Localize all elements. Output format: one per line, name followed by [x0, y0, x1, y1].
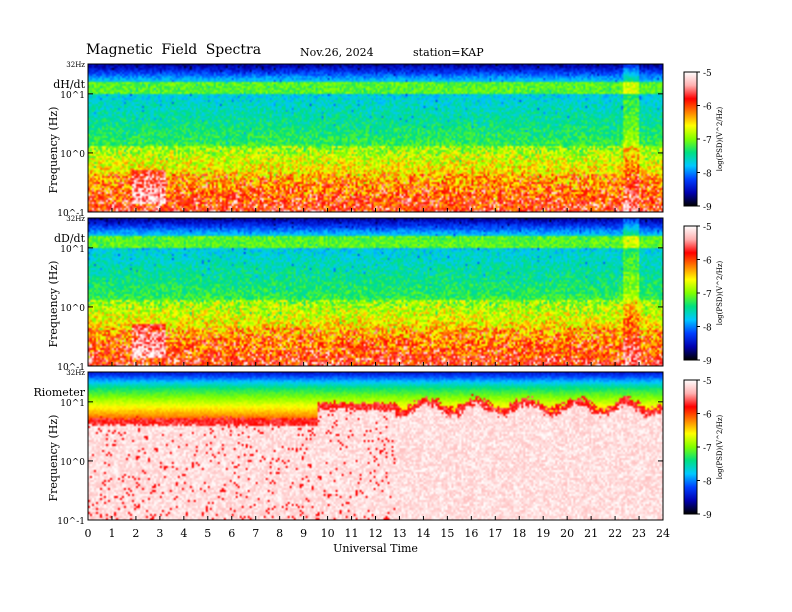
colorbar-tick-label: -5: [703, 69, 712, 79]
x-tick-label: 5: [204, 527, 211, 540]
x-tick-label: 18: [512, 527, 526, 540]
x-tick-label: 13: [392, 527, 406, 540]
panel-label: dH/dt: [53, 78, 85, 91]
panel-label: dD/dt: [54, 232, 86, 245]
x-tick-label: 12: [369, 527, 383, 540]
y-tick-label: 10^-1: [57, 209, 85, 219]
panel-label: Riometer: [33, 386, 85, 399]
y-axis-label: Frequency (Hz): [47, 107, 60, 194]
colorbar-ramp: [683, 225, 698, 361]
colorbar: -5 -6 -7 -8 -9 log(PSD)(V^2/Hz): [683, 223, 724, 367]
colorbar-tick-label: -7: [703, 136, 712, 146]
x-tick-label: 16: [464, 527, 478, 540]
spectrogram-panel-3: 10^-1 10^0 10^1 32Hz Riometer Frequency (Hz) 0…: [33, 369, 670, 555]
spectrogram-raster: [88, 372, 663, 520]
x-tick-label: 3: [156, 527, 163, 540]
x-tick-label: 14: [416, 527, 430, 540]
colorbar-tick-label: -8: [703, 324, 712, 334]
x-tick-label: 9: [300, 527, 307, 540]
colorbar-tick-label: -8: [703, 478, 712, 488]
colorbar: -5 -6 -7 -8 -9 log(PSD)(V^2/Hz): [683, 69, 724, 213]
y-top-label: 32Hz: [66, 369, 85, 377]
x-tick-label: 7: [252, 527, 259, 540]
x-tick-label: 24: [656, 527, 670, 540]
x-tick-label: 4: [180, 527, 187, 540]
y-top-label: 32Hz: [66, 61, 85, 69]
x-axis-label: Universal Time: [333, 542, 418, 555]
y-tick-label: 10^0: [60, 150, 85, 160]
y-tick-label: 10^-1: [57, 363, 85, 373]
y-tick-label: 10^0: [60, 304, 85, 314]
spectrogram-raster: [88, 218, 663, 366]
x-tick-label: 11: [345, 527, 359, 540]
x-tick-label: 0: [85, 527, 92, 540]
y-axis-label: Frequency (Hz): [47, 415, 60, 502]
date-label: Nov.26, 2024: [300, 46, 374, 59]
y-tick-label: 10^1: [60, 91, 85, 101]
x-tick-label: 21: [584, 527, 598, 540]
y-tick-label: 10^1: [60, 245, 85, 255]
colorbar-tick-label: -6: [703, 103, 712, 113]
colorbar: -5 -6 -7 -8 -9 log(PSD)(V^2/Hz): [683, 377, 724, 521]
spectrogram-raster: [88, 64, 663, 212]
y-axis-label: Frequency (Hz): [47, 261, 60, 348]
colorbar-tick-label: -7: [703, 444, 712, 454]
x-tick-label: 8: [276, 527, 283, 540]
station-label: station=KAP: [413, 46, 484, 59]
x-tick-label: 6: [228, 527, 235, 540]
y-top-label: 32Hz: [66, 215, 85, 223]
spectrogram-panel-2: 10^-1 10^0 10^1 32Hz dD/dt Frequency (Hz): [47, 215, 664, 373]
colorbar-ramp: [683, 379, 698, 515]
x-tick-label: 17: [488, 527, 502, 540]
colorbar-tick-label: -6: [703, 411, 712, 421]
x-tick-label: 15: [440, 527, 454, 540]
chart-title: Magnetic Field Spectra: [86, 42, 262, 58]
colorbar-label: log(PSD)(V^2/Hz): [716, 260, 724, 325]
colorbar-tick-label: -5: [703, 223, 712, 233]
colorbar-label: log(PSD)(V^2/Hz): [716, 106, 724, 171]
x-tick-label: 20: [560, 527, 574, 540]
x-tick-label: 22: [608, 527, 622, 540]
x-tick-label: 2: [132, 527, 139, 540]
x-tick-label: 23: [632, 527, 646, 540]
colorbar-ramp: [683, 71, 698, 207]
y-tick-label: 10^0: [60, 458, 85, 468]
colorbar-tick-label: -5: [703, 377, 712, 387]
colorbar-tick-label: -9: [703, 203, 712, 213]
colorbar-tick-label: -7: [703, 290, 712, 300]
colorbar-tick-label: -6: [703, 257, 712, 267]
y-tick-label: 10^-1: [57, 517, 85, 527]
colorbar-label: log(PSD)(V^2/Hz): [716, 414, 724, 479]
y-tick-label: 10^1: [60, 399, 85, 409]
spectrogram-panel-1: 10^-1 10^0 10^1 32Hz dH/dt Frequency (Hz): [47, 61, 664, 219]
colorbar-tick-label: -9: [703, 357, 712, 367]
x-tick-label: 19: [536, 527, 550, 540]
colorbar-tick-label: -9: [703, 511, 712, 521]
x-tick-label: 1: [108, 527, 115, 540]
colorbar-tick-label: -8: [703, 170, 712, 180]
x-tick-label: 10: [321, 527, 335, 540]
